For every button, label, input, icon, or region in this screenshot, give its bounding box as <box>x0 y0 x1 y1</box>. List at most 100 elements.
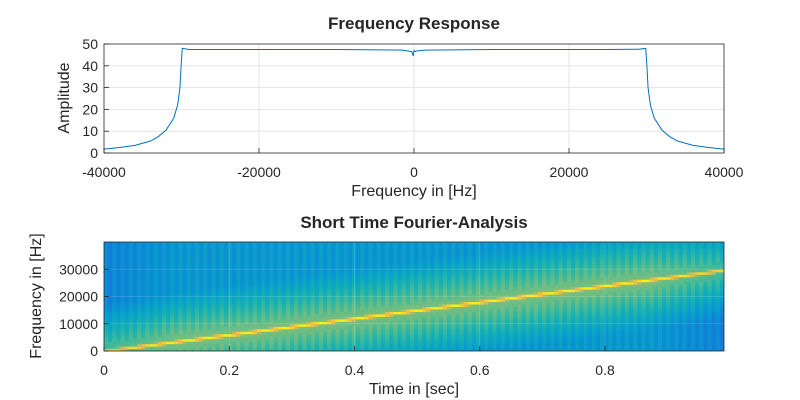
spectrogram-cell <box>124 291 130 295</box>
spectrogram-cell <box>463 306 469 310</box>
spectrogram-cell <box>157 291 163 295</box>
spectrogram-cell <box>240 256 246 260</box>
spectrogram-cell <box>517 348 523 351</box>
spectrogram-cell <box>546 298 551 303</box>
spectrogram-cell <box>562 326 568 330</box>
spectrogram-cell <box>492 316 498 320</box>
spectrogram-cell <box>281 301 287 305</box>
spectrogram-cell <box>137 296 142 300</box>
spectrogram-cell <box>190 242 196 246</box>
spectrogram-cell <box>182 326 188 330</box>
spectrogram-cell <box>331 326 337 330</box>
spectrogram-cell <box>364 341 370 345</box>
spectrogram-cell <box>124 289 130 293</box>
spectrogram-cell <box>504 269 510 273</box>
spectrogram-cell <box>385 326 390 330</box>
spectrogram-cell <box>533 246 539 251</box>
spectrogram-cell <box>484 259 489 263</box>
spectrogram-cell <box>174 281 179 285</box>
spectrogram-cell <box>476 251 481 255</box>
spectrogram-cell <box>211 338 217 342</box>
spectrogram-cell <box>517 303 523 308</box>
spectrogram-cell <box>203 338 208 342</box>
spectrogram-cell <box>451 271 456 275</box>
spectrogram-cell <box>281 251 287 255</box>
spectrogram-cell <box>153 306 159 310</box>
spectrogram-cell <box>509 298 514 303</box>
spectrogram-cell <box>124 274 130 278</box>
spectrogram-cell <box>558 249 564 253</box>
spectrogram-cell <box>120 244 126 248</box>
spectrogram-cell <box>248 303 254 308</box>
spectrogram-cell <box>244 303 250 308</box>
spectrogram-cell <box>153 246 159 251</box>
spectrogram-cell <box>347 341 353 345</box>
spectrogram-cell <box>314 316 320 320</box>
spectrogram-cell <box>335 343 341 347</box>
spectrogram-cell <box>302 348 308 351</box>
spectrogram-cell <box>397 281 403 285</box>
spectrogram-cell <box>521 331 527 335</box>
spectrogram-cell <box>347 301 353 305</box>
spectrogram-cell <box>294 291 299 295</box>
spectrogram-cell <box>529 251 535 255</box>
spectrogram-cell <box>368 321 374 325</box>
spectrogram-cell <box>368 308 374 312</box>
spectrogram-cell <box>145 271 151 275</box>
spectrogram-cell <box>385 306 390 310</box>
spectrogram-cell <box>434 276 440 280</box>
spectrogram-cell <box>166 251 171 255</box>
spectrogram-cell <box>327 343 332 347</box>
spectrogram-cell <box>356 286 361 290</box>
spectrogram-cell <box>525 269 531 273</box>
spectrogram-cell <box>112 294 117 298</box>
spectrogram-cell <box>447 266 452 270</box>
spectrogram-cell <box>331 264 337 268</box>
spectrogram-cell <box>285 318 291 322</box>
spectrogram-cell <box>376 308 382 312</box>
spectrogram-cell <box>116 303 122 308</box>
spectrogram-cell <box>174 308 179 312</box>
spectrogram-cell <box>389 242 394 246</box>
spectrogram-cell <box>215 326 221 330</box>
spectrogram-cell <box>538 311 543 315</box>
spectrogram-cell <box>385 269 390 273</box>
spectrogram-cell <box>141 256 146 260</box>
spectrogram-cell <box>385 316 390 320</box>
spectrogram-cell <box>265 328 270 332</box>
spectrogram-cell <box>137 306 142 310</box>
spectrogram-cell <box>244 281 250 285</box>
spectrogram-cell <box>525 271 531 275</box>
spectrogram-cell <box>347 251 353 255</box>
spectrogram-cell <box>190 259 196 263</box>
spectrogram-cell <box>385 321 390 325</box>
spectrogram-cell <box>153 289 159 293</box>
spectrogram-cell <box>504 266 510 270</box>
spectrogram-cell <box>166 313 171 317</box>
spectrogram-cell <box>480 284 485 288</box>
spectrogram-cell <box>504 333 510 337</box>
spectrogram-cell <box>194 303 200 308</box>
spectrogram-cell <box>323 338 328 342</box>
spectrogram-cell <box>459 274 465 278</box>
spectrogram-cell <box>368 242 374 246</box>
spectrogram-cell <box>339 269 345 273</box>
spectrogram-cell <box>529 336 535 340</box>
spectrogram-cell <box>459 308 465 312</box>
spectrogram-cell <box>414 242 419 246</box>
spectrogram-cell <box>525 286 531 290</box>
spectrogram-cell <box>405 279 411 283</box>
spectrogram-cell <box>538 328 543 332</box>
spectrogram-cell <box>360 338 365 342</box>
spectrogram-cell <box>467 271 473 275</box>
spectrogram-cell <box>323 274 328 278</box>
spectrogram-cell <box>298 271 303 275</box>
spectrogram-cell <box>256 279 262 283</box>
spectrogram-cell <box>476 271 481 275</box>
spectrogram-cell <box>488 318 494 322</box>
spectrogram-cell <box>538 251 543 255</box>
spectrogram-cell <box>236 308 241 312</box>
spectrogram-cell <box>281 281 287 285</box>
spectrogram-cell <box>529 281 535 285</box>
spectrogram-cell <box>137 301 142 305</box>
